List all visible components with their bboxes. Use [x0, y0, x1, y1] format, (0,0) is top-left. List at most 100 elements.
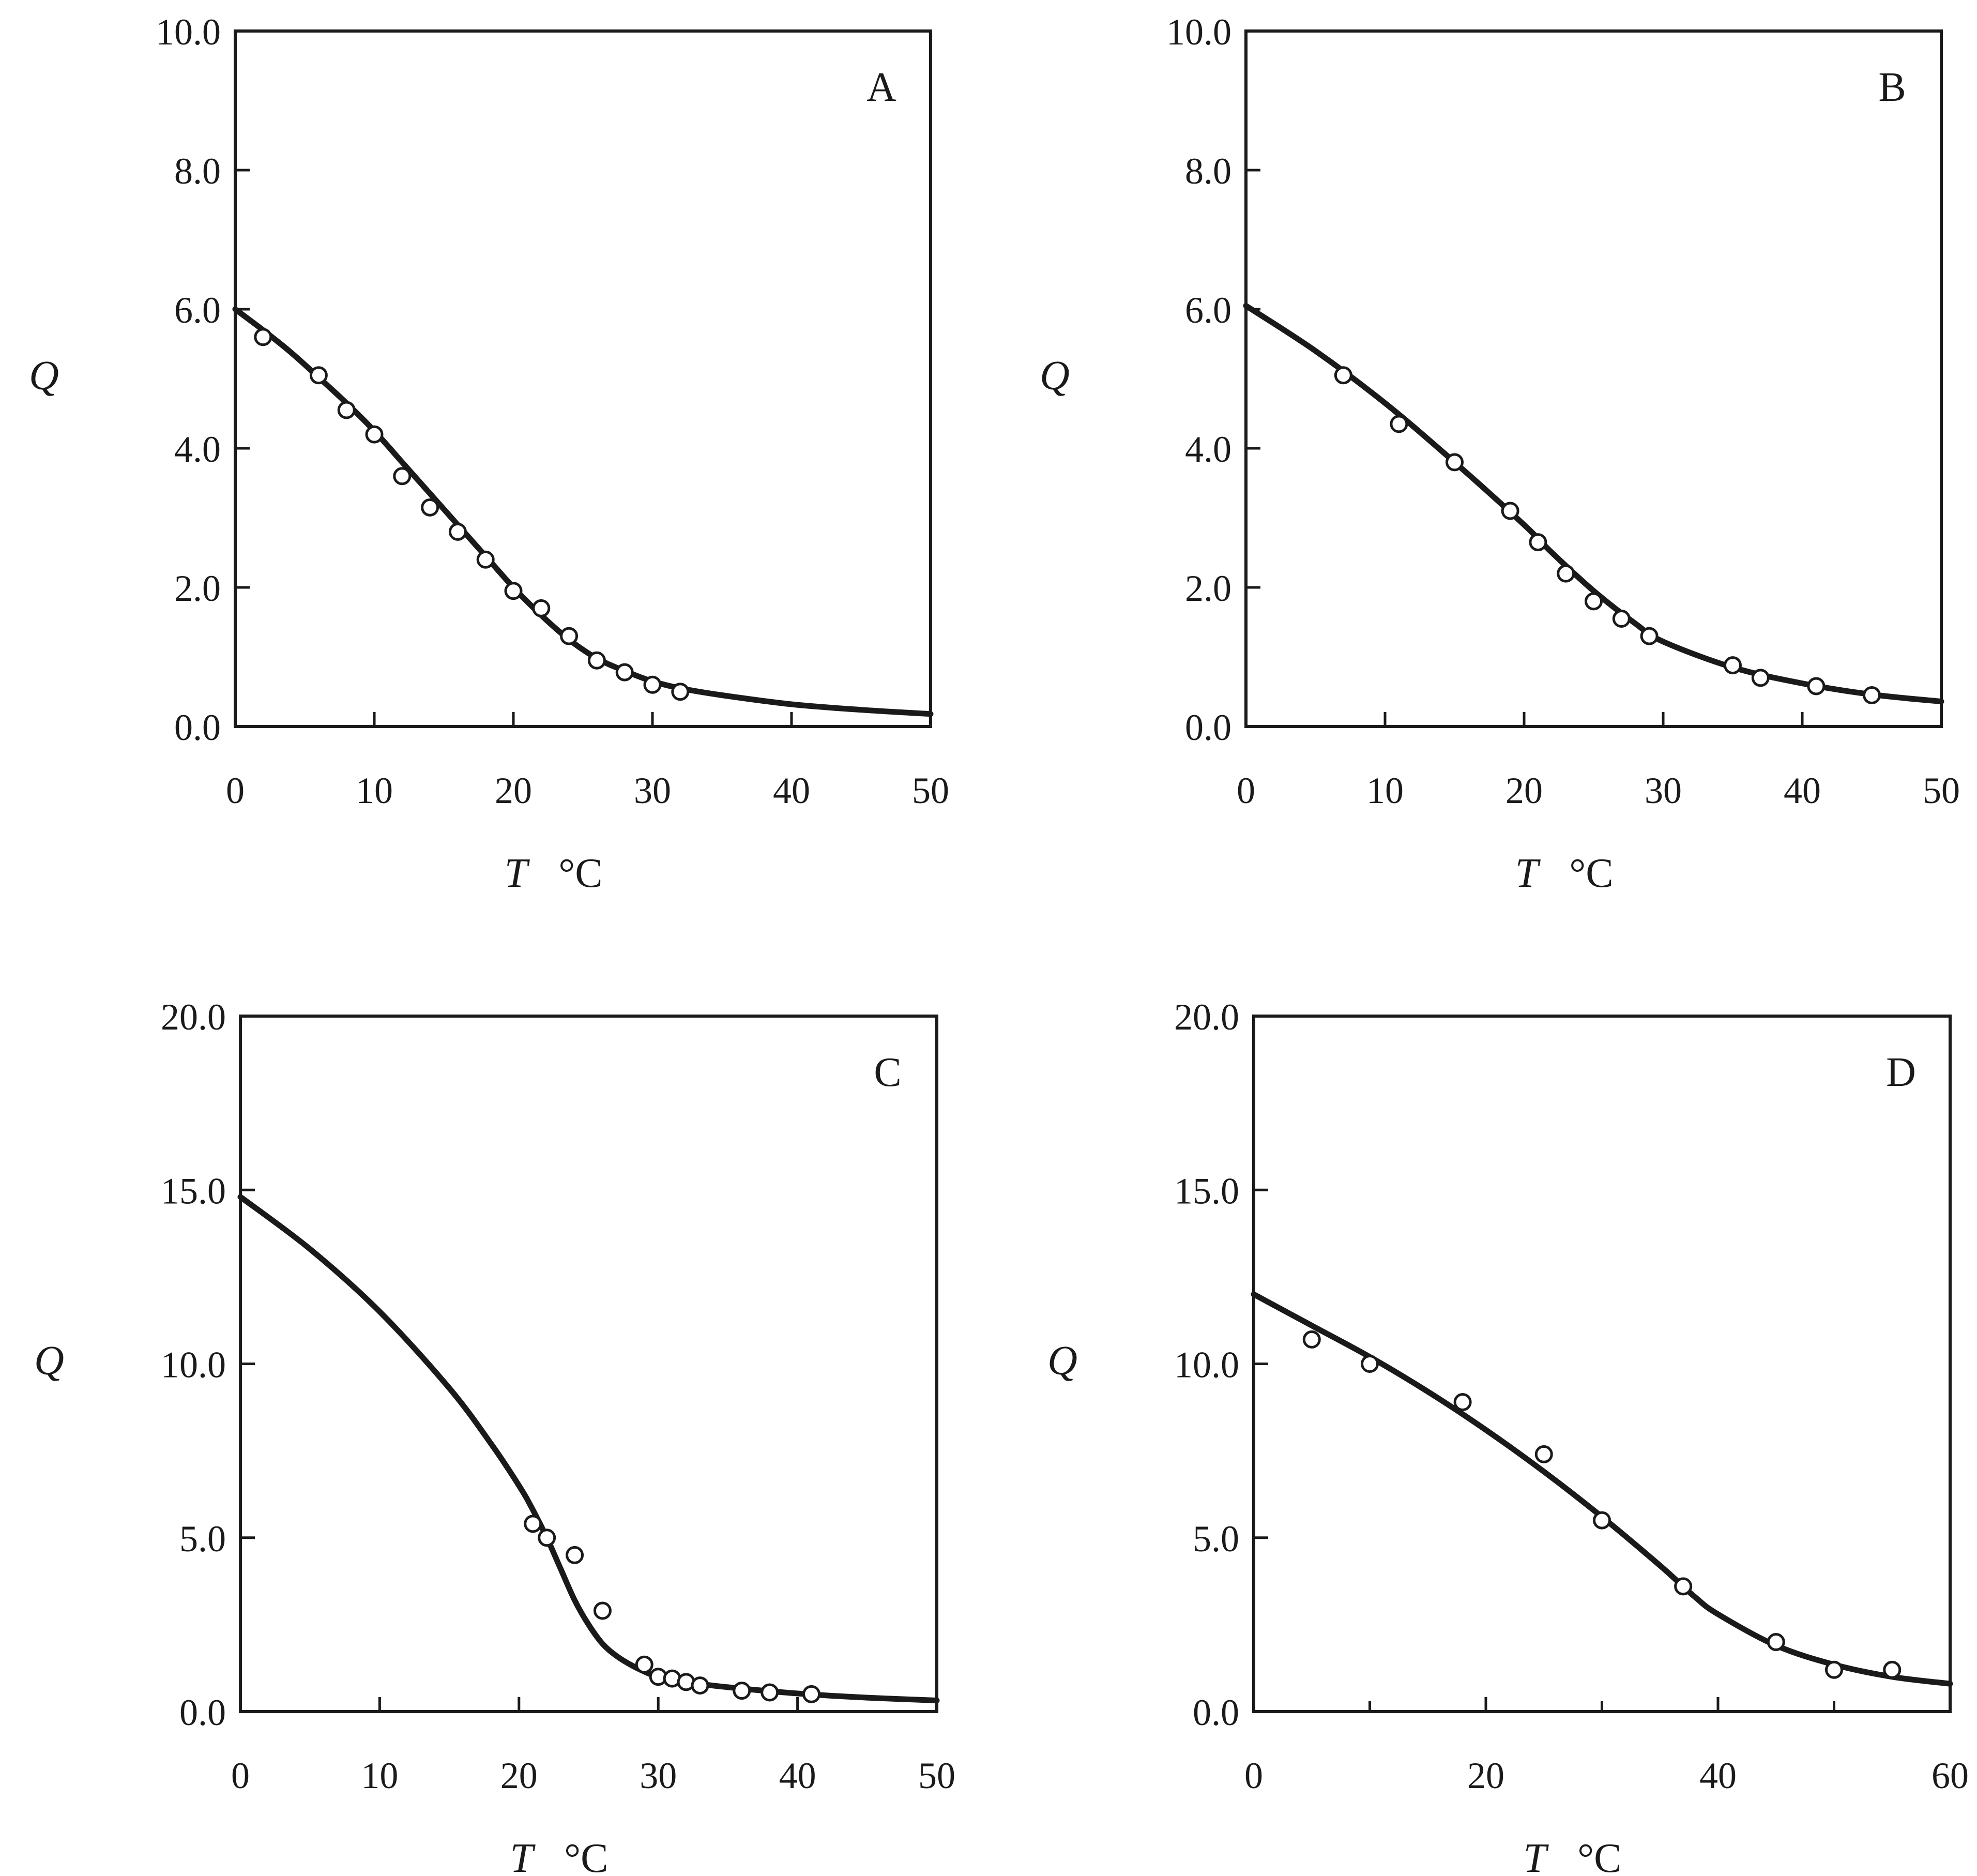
panel-c: 0.0 5.0 10.0 15.0 20.0 0 10 20 30 40 50 Q T °C C: [34, 996, 955, 1876]
panel-b-letter: B: [1878, 65, 1906, 110]
panel-c-data-point: [802, 1685, 821, 1703]
panel-d-xtick-label: 20: [1467, 1755, 1504, 1796]
panel-a-ytick-label: 10.0: [156, 11, 221, 53]
panel-a-data-point: [615, 663, 634, 682]
panel-d-data-point: [1593, 1511, 1611, 1530]
panel-c-letter: C: [874, 1050, 901, 1095]
panel-b-xtick-label: 50: [1923, 770, 1960, 811]
panel-b-data-point: [1585, 592, 1603, 611]
panel-b-data-point: [1807, 677, 1826, 695]
panel-c-data-point: [635, 1655, 653, 1674]
panel-a-data-point: [671, 683, 690, 701]
panel-d-data-point: [1883, 1660, 1902, 1679]
panel-a-xtick-label: 50: [912, 770, 949, 811]
panel-a-data-point: [421, 498, 439, 517]
panel-b-fit-curve: [1243, 302, 1944, 705]
panel-a-ytick-label: 2.0: [174, 568, 221, 609]
panel-b-data-point: [1557, 564, 1575, 583]
panel-b-ytick-label: 2.0: [1185, 568, 1231, 609]
panel-b-data-point: [1334, 366, 1352, 385]
panel-d-xlabel-var: T: [1524, 1836, 1549, 1876]
panel-d-data-point: [1534, 1445, 1553, 1463]
panel-a-xtick-label: 10: [356, 770, 393, 811]
panel-c-ytick-label: 10.0: [161, 1344, 226, 1386]
panel-a-letter: A: [866, 65, 896, 110]
panel-b-xtick-label: 40: [1784, 770, 1821, 811]
panel-c-xlabel-var: T: [510, 1836, 536, 1876]
panel-b-data-point: [1724, 656, 1742, 675]
panel-a-data-point: [560, 627, 579, 645]
panel-c-data-point: [538, 1529, 556, 1547]
panel-a-data-point: [393, 467, 412, 486]
panel-c-data-point: [524, 1515, 542, 1533]
panel-b-ytick-label: 6.0: [1185, 290, 1231, 331]
panel-d-xtick-label: 40: [1699, 1755, 1737, 1796]
panel-c-xtick-label: 0: [231, 1755, 250, 1796]
panel-a-data-point: [643, 675, 662, 694]
panel-a: 0.0 2.0 4.0 6.0 8.0 10.0 0 10 20 30 40 50 Q T °C A: [29, 11, 949, 896]
panel-d-ytick-label: 0.0: [1193, 1692, 1239, 1733]
panel-c-ytick-label: 0.0: [179, 1692, 226, 1733]
panel-a-ytick-label: 4.0: [174, 429, 221, 470]
panel-c-data-point: [691, 1676, 709, 1695]
panel-a-data-point: [337, 401, 356, 419]
panel-b-data-point: [1446, 453, 1464, 472]
panel-b-ytick-label: 0.0: [1185, 707, 1231, 748]
panel-a-xtick-label: 0: [226, 770, 245, 811]
panel-c-ytick-label: 5.0: [179, 1518, 226, 1560]
panel-b-xlabel-unit: °C: [1569, 851, 1613, 896]
panel-a-xlabel-unit: °C: [558, 851, 602, 896]
panel-c-ytick-label: 20.0: [161, 996, 226, 1038]
panel-a-xlabel-var: T: [505, 851, 530, 896]
panel-b-ytick-label: 4.0: [1185, 429, 1231, 470]
panel-c-data-point: [733, 1682, 751, 1700]
panel-d-ylabel: Q: [1047, 1338, 1077, 1384]
panel-b-ytick-label: 10.0: [1166, 11, 1231, 53]
panel-b-frame: [1244, 29, 1943, 728]
panel-b-xlabel-var: T: [1515, 851, 1541, 896]
panel-d: 0.0 5.0 10.0 15.0 20.0 0 20 40 60 Q T °C D: [1047, 996, 1969, 1876]
panel-b-xtick-label: 0: [1237, 770, 1255, 811]
panel-d-letter: D: [1886, 1050, 1916, 1095]
panel-c-xtick-label: 10: [361, 1755, 398, 1796]
panel-c-xtick-label: 30: [640, 1755, 677, 1796]
panel-a-data-point: [448, 522, 467, 541]
panel-b-xtick-label: 10: [1366, 770, 1404, 811]
panel-b: 0.0 2.0 4.0 6.0 8.0 10.0 0 10 20 30 40 50 Q T °C B: [1040, 11, 1960, 896]
panel-a-frame: [234, 29, 932, 728]
panel-a-data-point: [309, 366, 328, 385]
panel-d-ytick-label: 20.0: [1174, 996, 1239, 1038]
panel-a-data-point: [504, 582, 523, 600]
panel-d-data-point: [1453, 1393, 1472, 1411]
panel-b-data-point: [1612, 610, 1631, 628]
panel-a-ytick-label: 0.0: [174, 707, 221, 748]
panel-a-xtick-label: 40: [773, 770, 810, 811]
panel-d-data-point: [1674, 1577, 1693, 1596]
panel-a-data-point: [532, 599, 551, 617]
panel-b-data-point: [1501, 502, 1519, 520]
panel-a-data-point: [365, 425, 384, 444]
panel-c-xtick-label: 20: [500, 1755, 538, 1796]
panel-c-ylabel: Q: [34, 1338, 64, 1384]
panel-b-data-point: [1390, 415, 1408, 433]
panel-b-data-point: [1863, 686, 1881, 704]
panel-b-xtick-label: 20: [1505, 770, 1543, 811]
panel-d-data-point: [1361, 1355, 1379, 1373]
panel-b-ylabel: Q: [1040, 353, 1070, 399]
panel-d-ytick-label: 10.0: [1174, 1344, 1239, 1386]
panel-c-fit-curve: [237, 1194, 940, 1703]
panel-b-data-point: [1529, 533, 1547, 552]
panel-a-data-point: [587, 651, 606, 670]
panel-b-data-point: [1640, 627, 1659, 645]
panel-c-xtick-label: 40: [779, 1755, 816, 1796]
panel-a-ylabel: Q: [29, 353, 59, 399]
panel-d-xtick-label: 0: [1244, 1755, 1263, 1796]
panel-c-xlabel-unit: °C: [564, 1836, 608, 1876]
panel-b-ytick-label: 8.0: [1185, 150, 1231, 192]
panel-d-ytick-label: 15.0: [1174, 1170, 1239, 1212]
panel-a-ytick-label: 8.0: [174, 150, 221, 192]
panel-c-data-point: [761, 1683, 779, 1702]
panel-a-xtick-label: 30: [634, 770, 671, 811]
